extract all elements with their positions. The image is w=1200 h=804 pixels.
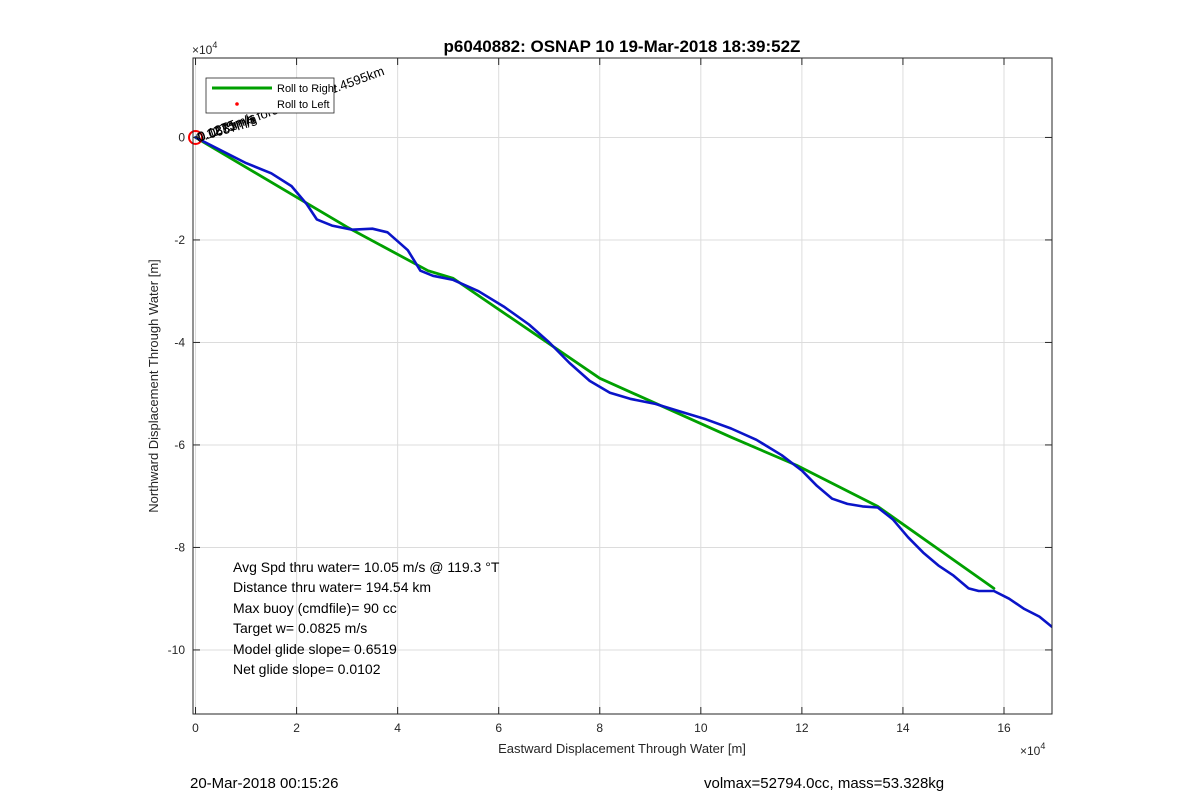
annotation-target-w: Target w= 0.0825 m/s	[233, 620, 367, 636]
plot-frame	[192, 57, 1053, 715]
x-tick-label: 2	[293, 721, 300, 735]
y-tick-label: -10	[168, 643, 186, 657]
grid	[193, 58, 1052, 714]
footer-mass-info: volmax=52794.0cc, mass=53.328kg	[704, 775, 945, 792]
x-tick-label: 12	[795, 721, 809, 735]
ticks: 0 2 4 6 8 10 12 14 16 0 -2 -4 -6 -8 -10	[168, 58, 1052, 735]
y-tick-label: -8	[174, 540, 185, 554]
x-tick-label: 14	[896, 721, 910, 735]
legend-box	[205, 77, 335, 114]
x-tick-label: 10	[694, 721, 708, 735]
footer-timestamp: 20-Mar-2018 00:15:26	[190, 775, 339, 792]
series-line-glider-track	[194, 136, 1052, 629]
annotation-net-glide: Net glide slope= 0.0102	[233, 661, 381, 677]
x-exponent-label: ×104	[1020, 741, 1045, 758]
annotation-max-buoy: Max buoy (cmdfile)= 90 cc	[233, 600, 397, 616]
annotation-model-glide: Model glide slope= 0.6519	[233, 641, 397, 657]
y-tick-label: -4	[174, 335, 185, 349]
x-tick-label: 6	[495, 721, 502, 735]
y-axis-label: Northward Displacement Through Water [m]	[146, 259, 161, 513]
legend-label-roll-right: Roll to Right	[277, 83, 337, 95]
annotation-distance: Distance thru water= 194.54 km	[233, 579, 431, 595]
chart-title: p6040882: OSNAP 10 19-Mar-2018 18:39:52Z	[444, 37, 801, 56]
x-tick-label: 16	[997, 721, 1011, 735]
annotation-avg-speed: Avg Spd thru water= 10.05 m/s @ 119.3 °T	[233, 559, 500, 575]
x-tick-label: 8	[596, 721, 603, 735]
legend-marker-roll-left	[235, 102, 239, 106]
y-tick-label: 0	[178, 130, 185, 144]
x-axis-label: Eastward Displacement Through Water [m]	[498, 741, 746, 756]
start-marker	[188, 129, 204, 145]
legend-label-roll-left: Roll to Left	[277, 99, 330, 111]
y-tick-label: -6	[174, 438, 185, 452]
x-tick-label: 4	[394, 721, 401, 735]
annotation-block: Avg Spd thru water= 10.05 m/s @ 119.3 °T…	[233, 559, 500, 677]
x-tick-label: 0	[192, 721, 199, 735]
plot-area	[193, 58, 1052, 714]
legend: Roll to Right Roll to Left	[205, 77, 337, 114]
y-exponent-label: ×104	[192, 40, 217, 57]
series-line-roll-to-right	[194, 135, 996, 590]
y-tick-label: -2	[174, 233, 185, 247]
